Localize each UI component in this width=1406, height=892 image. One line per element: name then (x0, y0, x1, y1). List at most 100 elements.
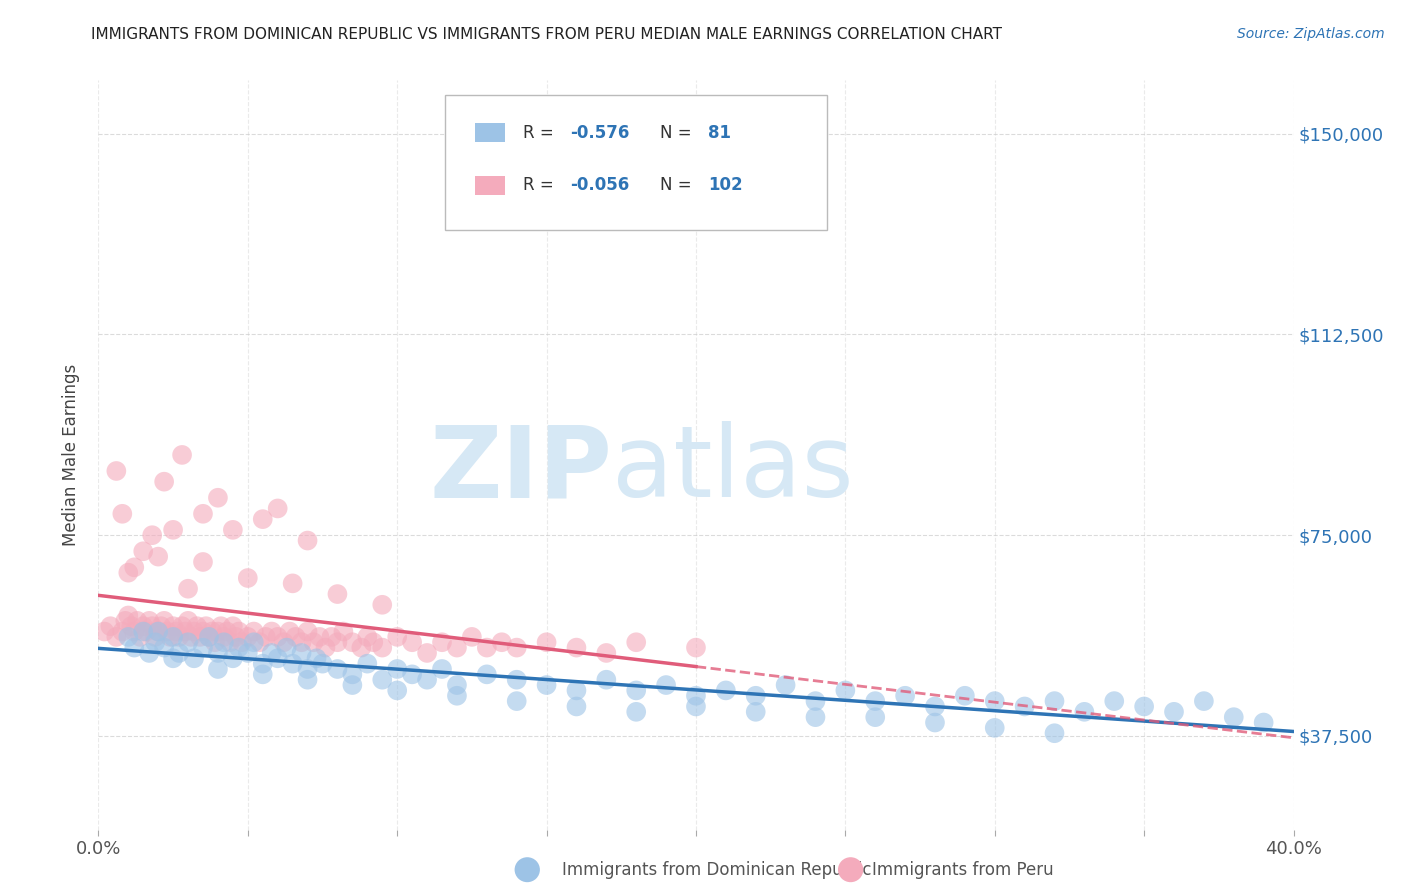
Point (1133, 699, 1156, 714)
Point (924, 699, 946, 714)
Point (1192, 694, 1215, 708)
Point (297, 624, 319, 639)
Point (111, 624, 134, 639)
Point (342, 678, 364, 692)
Point (315, 640, 337, 655)
Point (143, 635, 166, 649)
Point (446, 640, 468, 655)
Point (162, 619, 184, 633)
Point (117, 630, 139, 644)
Point (430, 635, 453, 649)
Point (385, 662, 409, 676)
Point (924, 715, 946, 730)
Point (401, 635, 423, 649)
Y-axis label: Median Male Earnings: Median Male Earnings (62, 364, 80, 546)
Point (685, 699, 707, 714)
Point (127, 614, 149, 628)
Point (302, 635, 325, 649)
Point (804, 710, 827, 724)
Point (177, 582, 200, 596)
Text: IMMIGRANTS FROM DOMINICAN REPUBLIC VS IMMIGRANTS FROM PERU MEDIAN MALE EARNINGS : IMMIGRANTS FROM DOMINICAN REPUBLIC VS IM… (91, 27, 1002, 42)
Point (141, 619, 163, 633)
Text: R =: R = (523, 177, 558, 194)
Point (1223, 710, 1246, 724)
Point (243, 635, 266, 649)
Text: ZIP: ZIP (429, 421, 613, 518)
Point (177, 635, 200, 649)
Point (363, 635, 385, 649)
Point (281, 657, 304, 671)
Text: N =: N = (661, 124, 697, 142)
Point (655, 678, 678, 692)
Point (225, 630, 247, 644)
Point (371, 640, 394, 655)
Point (153, 475, 176, 489)
Point (273, 635, 295, 649)
Point (446, 689, 468, 703)
Point (105, 464, 128, 478)
Point (228, 640, 250, 655)
Point (416, 673, 439, 687)
Point (252, 657, 274, 671)
Point (93, 624, 115, 639)
Point (191, 507, 214, 521)
FancyBboxPatch shape (446, 95, 827, 230)
Text: -0.056: -0.056 (571, 177, 630, 194)
Point (183, 624, 205, 639)
Point (249, 635, 271, 649)
Point (167, 646, 190, 660)
Point (124, 624, 146, 639)
Point (1043, 694, 1066, 708)
Point (252, 667, 274, 681)
Point (172, 619, 194, 633)
Point (267, 501, 290, 516)
Point (117, 608, 139, 623)
Point (177, 614, 200, 628)
Point (156, 624, 179, 639)
Point (326, 635, 349, 649)
Point (326, 662, 349, 676)
Point (297, 673, 319, 687)
Text: Immigrants from Peru: Immigrants from Peru (872, 861, 1053, 879)
Point (236, 571, 259, 585)
Point (565, 640, 588, 655)
Point (215, 624, 238, 639)
Point (984, 721, 1007, 735)
Point (186, 619, 208, 633)
Point (342, 667, 364, 681)
Point (219, 635, 242, 649)
Point (685, 689, 707, 703)
Point (260, 646, 283, 660)
Point (201, 624, 224, 639)
Point (416, 646, 439, 660)
Point (207, 646, 229, 660)
Point (446, 678, 468, 692)
Point (167, 630, 190, 644)
Point (475, 640, 498, 655)
Point (291, 635, 314, 649)
Point (461, 630, 484, 644)
FancyBboxPatch shape (475, 176, 505, 194)
Point (191, 555, 214, 569)
Point (350, 640, 373, 655)
Text: 81: 81 (709, 124, 731, 142)
FancyBboxPatch shape (475, 123, 505, 142)
Point (150, 619, 173, 633)
Point (565, 683, 588, 698)
Point (191, 624, 214, 639)
Point (745, 689, 768, 703)
Point (111, 507, 134, 521)
Point (162, 651, 184, 665)
Point (894, 689, 917, 703)
Point (1253, 715, 1275, 730)
Point (212, 630, 235, 644)
Point (1043, 726, 1066, 740)
Point (207, 491, 229, 505)
Point (98, 619, 122, 633)
Point (162, 523, 184, 537)
Point (284, 630, 307, 644)
Point (1073, 705, 1095, 719)
Point (321, 630, 343, 644)
Point (506, 694, 529, 708)
Text: N =: N = (661, 177, 697, 194)
